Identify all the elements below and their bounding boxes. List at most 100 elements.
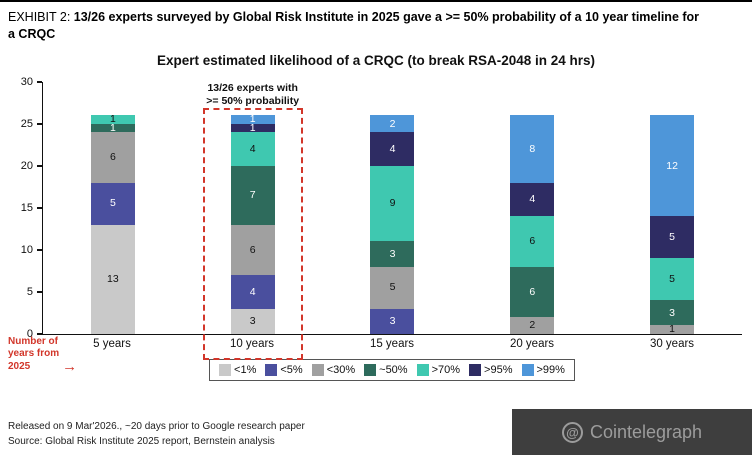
- bar: 13 5 6 1 1: [90, 82, 135, 334]
- x-axis-note: Number of years from 2025 →: [8, 336, 78, 376]
- legend-swatch: [265, 363, 278, 376]
- y-tick-label: 25: [20, 117, 33, 130]
- bar-column: 1 3 5 5 12: [602, 82, 742, 335]
- watermark-text: Cointelegraph: [589, 421, 703, 442]
- y-axis: 0 5 10 15 20 25 30: [6, 76, 42, 340]
- plot-zone: 0 5 10 15 20 25 30 13 5 6 1 1 3 4 6 7 4 1 1 13/26 experts …: [21, 76, 742, 360]
- bar-segment: 1: [650, 324, 695, 335]
- legend-item: <30%: [311, 363, 356, 376]
- y-tick-mark: [37, 165, 42, 167]
- legend-label: >99%: [536, 363, 565, 376]
- bar-segment: 4: [230, 274, 275, 309]
- y-tick-mark: [37, 291, 42, 293]
- plot-area: 13 5 6 1 1 3 4 6 7 4 1 1 13/26 experts with >= 50% pr…: [42, 81, 742, 360]
- legend-item: <1%: [219, 363, 257, 376]
- footer-release-note: Released on 9 Mar'2026., ~20 days prior …: [8, 421, 305, 432]
- y-tick-label: 10: [20, 243, 33, 256]
- legend-swatch: [416, 363, 429, 376]
- y-tick-label: 20: [20, 159, 33, 172]
- legend-label: <1%: [234, 363, 257, 376]
- bar-segment: 2: [510, 316, 555, 334]
- exhibit-title: 13/26 experts surveyed by Global Risk In…: [8, 10, 700, 41]
- footer-source-note: Source: Global Risk Institute 2025 repor…: [8, 436, 275, 447]
- x-axis-label: 10 years: [229, 337, 275, 350]
- x-axis-note-line: 2025: [8, 360, 31, 372]
- red-arrow-icon: →: [62, 358, 78, 376]
- highlight-dashed-box: [202, 108, 303, 360]
- legend-swatch: [219, 363, 232, 376]
- legend-item: >99%: [521, 363, 565, 376]
- bar-column: 13 5 6 1 1: [43, 82, 183, 334]
- bar-segment: 6: [230, 224, 275, 275]
- legend-item: >95%: [469, 363, 513, 376]
- exhibit-label: EXHIBIT 2:: [8, 10, 74, 24]
- legend-swatch: [364, 363, 377, 376]
- legend-item: >70%: [416, 363, 461, 376]
- legend-label: ~50%: [379, 363, 408, 376]
- annotation-line: 13/26 experts with: [207, 81, 298, 94]
- y-tick-label: 5: [26, 285, 33, 298]
- x-axis-label: 30 years: [649, 337, 695, 350]
- legend: <1% <5% <30% ~50% >70% >95% >99%: [209, 358, 575, 381]
- legend-item: ~50%: [364, 363, 408, 376]
- bar-segment: 9: [370, 165, 415, 242]
- y-tick-mark: [37, 333, 42, 335]
- bar: 1 3 5 5 12: [650, 82, 695, 335]
- x-axis-labels: 5 years 10 years 15 years 20 years 30 years: [42, 338, 742, 350]
- y-tick-label: 15: [20, 201, 33, 214]
- legend-label: <5%: [280, 363, 303, 376]
- bar-segment: 1: [230, 114, 275, 125]
- legend-swatch: [469, 363, 482, 376]
- bar-segment: 4: [510, 182, 555, 217]
- x-axis-label: 15 years: [369, 337, 415, 350]
- legend-label: >95%: [484, 363, 513, 376]
- bar-segment: 6: [510, 216, 555, 267]
- legend-item: <5%: [265, 363, 303, 376]
- bar-segment: 8: [510, 115, 555, 183]
- x-axis-label: 20 years: [509, 337, 555, 350]
- bar-segment: 3: [650, 300, 695, 326]
- bar-segment: 1: [230, 122, 275, 133]
- bar-segment: 6: [510, 266, 555, 317]
- bar-segment: 1: [90, 114, 135, 125]
- x-axis-note-line: years from: [8, 348, 60, 360]
- x-axis-label: 5 years: [93, 337, 131, 350]
- annotation-line: >= 50% probability: [206, 94, 300, 107]
- legend-swatch: [521, 363, 534, 376]
- bar-segment: 2: [370, 115, 415, 133]
- y-tick-mark: [37, 207, 42, 209]
- bar-segment: 5: [650, 216, 695, 259]
- y-tick-label: 0: [26, 327, 33, 340]
- bar-segment: 5: [90, 182, 135, 225]
- bar-segment: 5: [650, 258, 695, 301]
- chart-title: Expert estimated likelihood of a CRQC (t…: [156, 52, 596, 68]
- exhibit-header: EXHIBIT 2: 13/26 experts surveyed by Glo…: [0, 2, 718, 43]
- y-tick-mark: [37, 81, 42, 83]
- y-tick-mark: [37, 249, 42, 251]
- bar-segment: 5: [370, 266, 415, 309]
- chart: 0 5 10 15 20 25 30 13 5 6 1 1 3 4 6 7 4 1 1 13/26 experts …: [6, 76, 742, 381]
- y-tick-label: 30: [20, 75, 33, 88]
- bar-segment: 3: [370, 308, 415, 334]
- annotation-callout: 13/26 experts with >= 50% probability: [188, 82, 318, 108]
- bar-column: 3 4 6 7 4 1 1 13/26 experts with >= 50% probabil…: [183, 82, 323, 360]
- bar-segment: 4: [230, 132, 275, 166]
- legend-swatch: [311, 363, 324, 376]
- bar-segment: 1: [90, 122, 135, 133]
- legend-label: <30%: [326, 363, 356, 376]
- legend-label: >70%: [431, 363, 461, 376]
- bar-segment: 4: [370, 132, 415, 166]
- bar-segment: 12: [650, 115, 695, 217]
- x-axis-note-lines: Number of years from 2025: [8, 336, 59, 374]
- bar-segment: 7: [230, 165, 275, 225]
- y-tick-mark: [37, 123, 42, 125]
- legend-outer: <1% <5% <30% ~50% >70% >95% >99%: [42, 358, 742, 381]
- bar-segment: 6: [90, 132, 135, 183]
- x-axis-note-line: Number of: [8, 335, 58, 347]
